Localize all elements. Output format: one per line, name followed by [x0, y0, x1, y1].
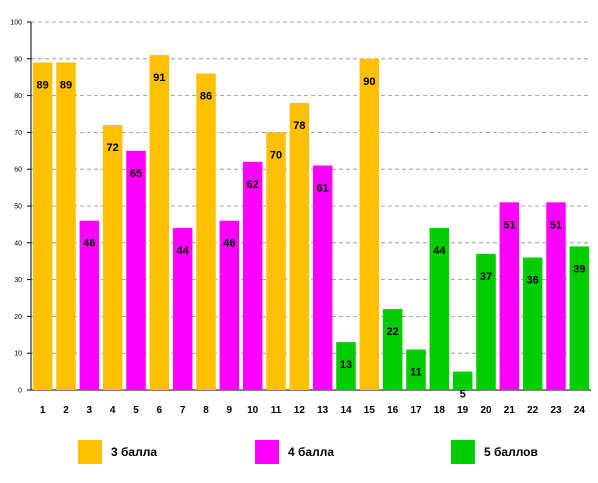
bar: [406, 349, 426, 390]
data-label: 39: [573, 263, 585, 275]
y-tick-label: 90: [14, 56, 22, 63]
legend-item-4-balla: 4 балла: [255, 439, 334, 465]
bar: [499, 202, 520, 390]
x-tick-label: 11: [271, 405, 282, 416]
y-tick-label: 50: [14, 204, 22, 211]
y-tick-label: 80: [14, 93, 22, 100]
y-tick-label: 0: [18, 388, 22, 395]
data-label: 13: [340, 359, 352, 371]
bar: [219, 220, 240, 390]
x-tick-label: 4: [110, 405, 116, 416]
legend-label-5-ballov: 5 баллов: [484, 445, 538, 459]
x-tick-label: 12: [294, 405, 306, 416]
x-tick-label: 20: [480, 405, 492, 416]
data-label: 46: [83, 238, 95, 250]
x-tick-label: 23: [550, 405, 562, 416]
data-label: 37: [480, 271, 492, 283]
bar: [336, 342, 356, 390]
x-tick-label: 2: [63, 405, 69, 416]
data-label: 65: [130, 168, 142, 180]
x-tick-label: 18: [434, 405, 446, 416]
legend-swatch-3-balla: [78, 440, 102, 464]
data-label: 89: [60, 79, 72, 91]
legend-item-3-balla: 3 балла: [78, 439, 157, 465]
y-tick-label: 20: [14, 314, 22, 321]
x-tick-label: 21: [504, 405, 516, 416]
legend-swatch-4-balla: [255, 440, 279, 464]
data-label: 72: [107, 142, 119, 154]
data-label: 22: [387, 326, 399, 338]
bar: [382, 309, 403, 390]
y-tick-label: 10: [14, 351, 22, 358]
x-tick-label: 1: [40, 405, 46, 416]
data-label: 86: [200, 91, 212, 103]
x-tick-label: 24: [574, 405, 586, 416]
x-tick-label: 22: [527, 405, 539, 416]
x-tick-label: 17: [410, 405, 422, 416]
bar: [172, 228, 193, 390]
x-tick-label: 8: [203, 405, 209, 416]
y-tick-label: 70: [14, 130, 22, 137]
bar: [359, 58, 380, 391]
data-label: 62: [247, 179, 259, 191]
x-tick-label: 7: [180, 405, 186, 416]
x-tick-label: 6: [157, 405, 163, 416]
legend-swatch-5-ballov: [451, 440, 475, 464]
y-tick-label: 60: [14, 167, 22, 174]
bar: [102, 125, 123, 390]
bar: [522, 257, 543, 390]
x-tick-label: 13: [317, 405, 329, 416]
x-tick-label: 5: [133, 405, 139, 416]
x-tick-label: 14: [340, 405, 352, 416]
data-label: 11: [410, 367, 422, 379]
x-tick-label: 10: [247, 405, 259, 416]
x-tick-label: 16: [387, 405, 399, 416]
x-tick-label: 19: [457, 405, 469, 416]
bar: [149, 55, 170, 391]
bar: [242, 161, 263, 390]
bar: [266, 132, 286, 390]
data-label: 36: [527, 275, 539, 287]
legend-item-5-ballov: 5 баллов: [451, 439, 538, 465]
data-label: 61: [317, 183, 329, 195]
bar: [429, 228, 450, 390]
bar-chart: 0102030405060708090100891892463724655916…: [10, 20, 591, 416]
data-label: 89: [37, 79, 49, 91]
data-label: 78: [293, 120, 305, 132]
data-label: 51: [550, 219, 562, 231]
bar: [546, 202, 566, 390]
data-label: 5: [460, 389, 466, 401]
data-label: 91: [153, 72, 165, 84]
legend-label-4-balla: 4 балла: [288, 445, 335, 459]
bar: [56, 62, 76, 390]
data-label: 44: [177, 245, 190, 257]
bar: [476, 253, 496, 390]
y-tick-label: 100: [10, 20, 22, 27]
bar: [196, 73, 216, 391]
data-label: 46: [223, 238, 235, 250]
bar: [126, 150, 146, 390]
data-label: 70: [270, 149, 282, 161]
bar: [452, 371, 473, 390]
x-tick-label: 3: [87, 405, 93, 416]
data-label: 51: [503, 219, 515, 231]
bar: [79, 220, 100, 390]
data-label: 44: [433, 245, 446, 257]
x-tick-label: 15: [364, 405, 376, 416]
y-tick-label: 40: [14, 240, 22, 247]
bar: [569, 246, 590, 390]
bar: [32, 62, 53, 390]
data-label: 90: [363, 76, 375, 88]
bar: [312, 165, 333, 390]
bar: [289, 102, 310, 391]
legend-label-3-balla: 3 балла: [111, 445, 158, 459]
x-tick-label: 9: [227, 405, 233, 416]
y-tick-label: 30: [14, 277, 22, 284]
